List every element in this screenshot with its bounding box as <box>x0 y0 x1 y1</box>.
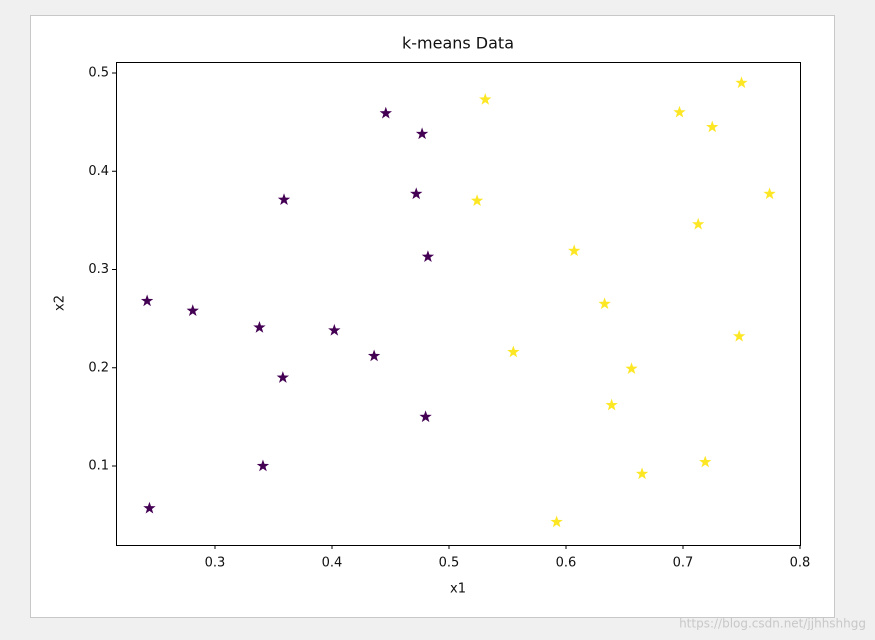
y-tick-label: 0.5 <box>88 66 109 81</box>
point <box>328 323 341 336</box>
point <box>253 320 266 333</box>
x-tick-label: 0.7 <box>673 556 694 571</box>
point <box>735 76 748 89</box>
x-tick-label: 0.6 <box>556 556 577 571</box>
point <box>605 398 618 411</box>
point <box>470 194 484 206</box>
figure <box>30 15 835 618</box>
point <box>673 105 686 118</box>
x-tick-label: 0.3 <box>205 556 226 571</box>
point <box>598 297 611 310</box>
x-tick-label: 0.8 <box>790 556 811 571</box>
point <box>140 294 154 307</box>
watermark: https://blog.csdn.net/jjhhshhgg <box>679 617 866 631</box>
chart-title: k-means Data <box>402 34 514 53</box>
point <box>415 127 429 140</box>
x-tick-label: 0.4 <box>322 556 343 571</box>
y-tick-label: 0.2 <box>88 360 109 375</box>
point <box>277 193 291 206</box>
point <box>550 515 563 528</box>
point <box>367 349 381 362</box>
plot-frame <box>116 62 801 546</box>
y-axis-label: x2 <box>53 295 68 311</box>
point <box>410 187 423 200</box>
point <box>732 329 746 342</box>
point <box>421 250 435 262</box>
point <box>419 410 432 423</box>
point <box>479 93 492 105</box>
point <box>256 459 270 472</box>
point <box>635 467 649 480</box>
point <box>276 371 290 383</box>
point <box>507 345 520 358</box>
y-tick-label: 0.3 <box>88 262 109 277</box>
y-tick-label: 0.4 <box>88 164 109 179</box>
point <box>186 304 199 317</box>
x-axis-label: x1 <box>450 582 466 597</box>
point <box>692 217 705 230</box>
point <box>379 106 392 119</box>
point <box>706 120 719 133</box>
point <box>568 244 581 257</box>
point <box>699 455 712 468</box>
x-tick-label: 0.5 <box>439 556 460 571</box>
y-tick-label: 0.1 <box>88 459 109 474</box>
point <box>625 362 638 374</box>
point <box>763 187 776 200</box>
point <box>143 501 156 514</box>
